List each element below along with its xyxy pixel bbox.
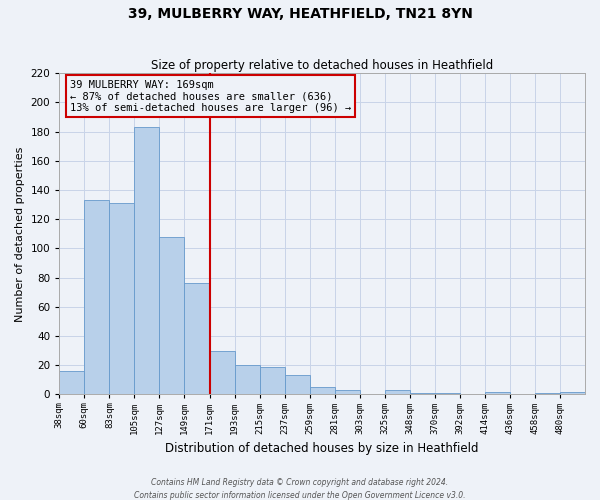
X-axis label: Distribution of detached houses by size in Heathfield: Distribution of detached houses by size … <box>166 442 479 455</box>
Bar <box>109 203 134 394</box>
Text: Contains HM Land Registry data © Crown copyright and database right 2024.
Contai: Contains HM Land Registry data © Crown c… <box>134 478 466 500</box>
Bar <box>59 371 85 394</box>
Bar <box>310 387 335 394</box>
Bar <box>160 236 184 394</box>
Bar <box>385 390 410 394</box>
Bar <box>485 392 510 394</box>
Bar <box>184 284 209 395</box>
Bar <box>284 376 310 394</box>
Bar <box>535 393 560 394</box>
Bar <box>560 392 585 394</box>
Bar <box>435 393 460 394</box>
Bar <box>235 366 260 394</box>
Y-axis label: Number of detached properties: Number of detached properties <box>15 146 25 322</box>
Bar <box>335 390 360 394</box>
Text: 39, MULBERRY WAY, HEATHFIELD, TN21 8YN: 39, MULBERRY WAY, HEATHFIELD, TN21 8YN <box>128 8 472 22</box>
Bar <box>410 393 435 394</box>
Bar <box>85 200 109 394</box>
Bar <box>134 127 160 394</box>
Bar <box>260 366 284 394</box>
Bar <box>209 350 235 395</box>
Title: Size of property relative to detached houses in Heathfield: Size of property relative to detached ho… <box>151 59 493 72</box>
Text: 39 MULBERRY WAY: 169sqm
← 87% of detached houses are smaller (636)
13% of semi-d: 39 MULBERRY WAY: 169sqm ← 87% of detache… <box>70 80 351 113</box>
